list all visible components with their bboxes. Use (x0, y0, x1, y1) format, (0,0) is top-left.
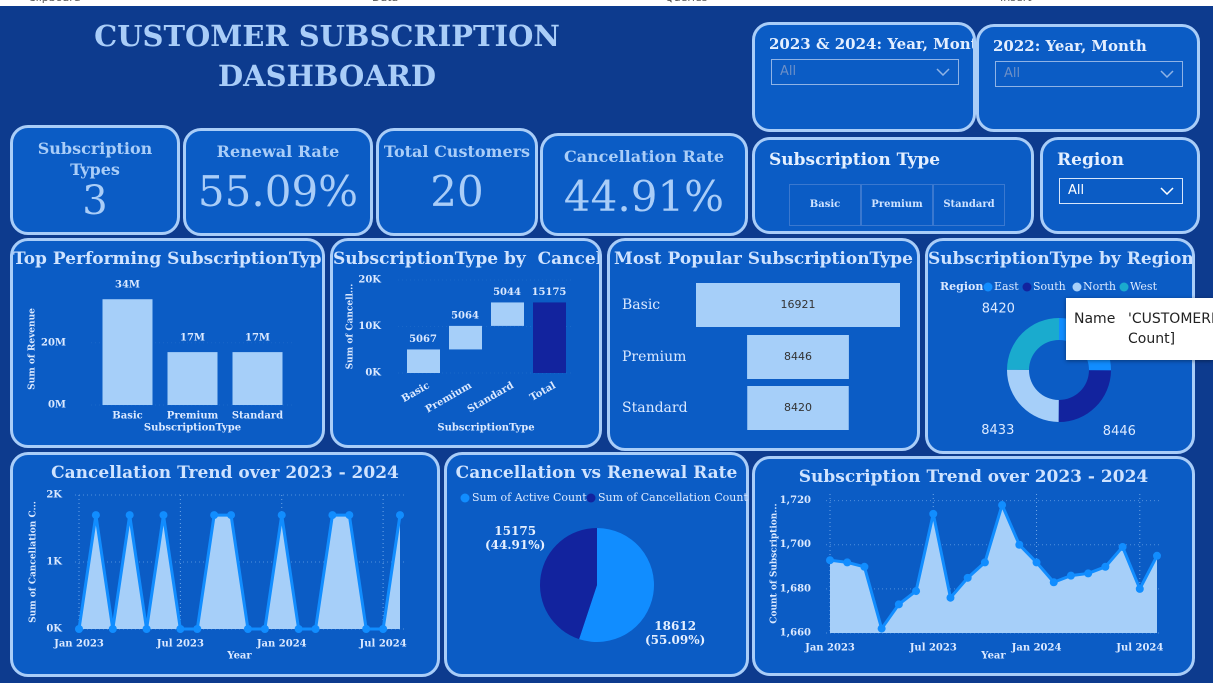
ribbon-label: Clipboard (28, 0, 81, 4)
chevron (936, 68, 950, 76)
kpi-card: Cancellation Rate 44.91% (540, 133, 748, 236)
ribbon-label: Insert (1000, 0, 1032, 4)
tooltip-label: Name (1074, 311, 1116, 327)
ribbon-label: Data (372, 0, 398, 4)
chart-title: Top Performing SubscriptionType (13, 249, 325, 269)
chart-title: Cancellation vs Renewal Rate (455, 463, 738, 483)
tooltip: Name 'CUSTOMERI Count] (1066, 298, 1213, 360)
slicer-button[interactable]: Premium (861, 184, 933, 226)
chevron (1160, 187, 1174, 195)
kpi-label: Subscription Types (37, 139, 153, 179)
chevron (1160, 70, 1174, 78)
chart-panel: Most Popular SubscriptionType (607, 238, 920, 451)
kpi-value: 20 (430, 167, 484, 216)
chart-panel: Top Performing SubscriptionType (10, 238, 325, 448)
dropdown[interactable]: All (1059, 178, 1183, 204)
ribbon: Clipboard Data Queries Insert (0, 0, 1213, 6)
slicer-options: Basic Premium Standard (789, 184, 1031, 226)
chart-title: SubscriptionType by Cancella... (333, 249, 602, 269)
tooltip-value: 'CUSTOMERI Count] (1128, 311, 1213, 347)
slicer-button[interactable]: Basic (789, 184, 861, 226)
dropdown[interactable]: All (995, 61, 1183, 87)
slicer-title: Subscription Type (769, 150, 941, 170)
kpi-label: Total Customers (383, 142, 531, 161)
slicer-title: 2023 & 2024: Year, Month (769, 35, 976, 53)
data-label: 18612 (55.09%) (645, 619, 706, 647)
chart-title: Most Popular SubscriptionType (614, 249, 913, 269)
chart-panel: Subscription Trend over 2023 - 2024 (752, 456, 1195, 676)
slicer-title: 2022: Year, Month (993, 37, 1147, 55)
slicer-title: Region (1057, 150, 1124, 170)
chart-title: Subscription Trend over 2023 - 2024 (798, 467, 1149, 487)
kpi-label: Renewal Rate (216, 142, 340, 161)
slicer: 2023 & 2024: Year, Month All (752, 22, 976, 132)
chevron-path (1160, 187, 1174, 195)
chevron-path (936, 68, 950, 76)
kpi-value: 44.91% (563, 172, 725, 221)
dashboard-title: CUSTOMER SUBSCRIPTION DASHBOARD (94, 19, 560, 93)
chevron-path (1160, 70, 1174, 78)
dropdown[interactable]: All (771, 59, 959, 85)
chart-panel: Cancellation Trend over 2023 - 2024 (10, 452, 440, 677)
slicer: Region All (1040, 137, 1200, 234)
kpi-card: Renewal Rate 55.09% (183, 128, 373, 236)
ribbon-label: Queries (665, 0, 707, 4)
kpi-card: Subscription Types 3 (10, 125, 180, 235)
dropdown-value: All (780, 64, 797, 79)
chart-title: SubscriptionType by Region (928, 249, 1194, 269)
kpi-value: 3 (82, 178, 108, 224)
slicer: 2022: Year, Month All (976, 24, 1200, 132)
dropdown-value: All (1068, 183, 1085, 198)
kpi-label: Cancellation Rate (563, 147, 725, 166)
slicer: Subscription Type Basic Premium Standard (752, 137, 1034, 234)
slicer-button[interactable]: Standard (933, 184, 1005, 226)
kpi-card: Total Customers 20 (376, 128, 538, 236)
chart-title: Cancellation Trend over 2023 - 2024 (51, 463, 399, 483)
data-label: 15175 (44.91%) (485, 524, 546, 552)
dropdown-value: All (1004, 66, 1021, 81)
kpi-value: 55.09% (197, 167, 359, 216)
chart-panel: SubscriptionType by Cancella... (330, 238, 602, 448)
